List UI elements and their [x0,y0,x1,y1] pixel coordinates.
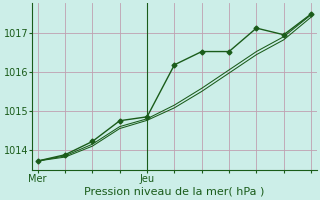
X-axis label: Pression niveau de la mer( hPa ): Pression niveau de la mer( hPa ) [84,187,265,197]
